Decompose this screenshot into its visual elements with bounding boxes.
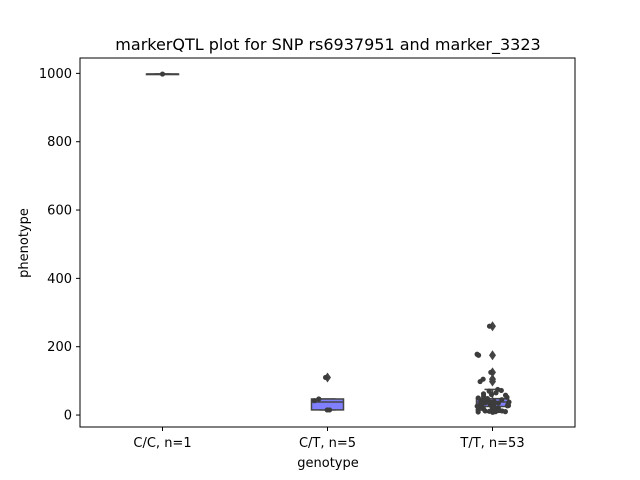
data-point bbox=[499, 397, 505, 403]
x-tick-label: C/C, n=1 bbox=[133, 436, 191, 451]
y-tick-label: 600 bbox=[47, 204, 72, 219]
y-axis-label: phenotype bbox=[17, 208, 32, 278]
data-point bbox=[159, 71, 166, 77]
y-tick-label: 400 bbox=[47, 272, 72, 287]
data-point bbox=[475, 395, 481, 401]
y-tick-label: 0 bbox=[64, 409, 72, 424]
y-tick-label: 200 bbox=[47, 340, 72, 355]
data-point bbox=[484, 396, 491, 402]
outlier-marker bbox=[489, 374, 496, 385]
data-point bbox=[491, 398, 497, 404]
data-point bbox=[506, 399, 512, 405]
data-point bbox=[311, 398, 318, 404]
y-tick-label: 1000 bbox=[39, 67, 72, 82]
chart-title: markerQTL plot for SNP rs6937951 and mar… bbox=[115, 35, 540, 55]
x-axis-label: genotype bbox=[297, 456, 358, 471]
x-tick-label: T/T, n=53 bbox=[459, 436, 524, 451]
data-point bbox=[495, 386, 501, 393]
x-tick-label: C/T, n=5 bbox=[299, 436, 356, 451]
data-point bbox=[480, 376, 486, 382]
data-point bbox=[499, 408, 505, 414]
data-point bbox=[486, 323, 493, 329]
plot-frame bbox=[79, 57, 576, 428]
data-point bbox=[495, 400, 501, 406]
data-point bbox=[316, 396, 322, 402]
data-point bbox=[322, 374, 329, 381]
data-point bbox=[488, 369, 494, 375]
data-point bbox=[486, 388, 492, 394]
y-tick-label: 800 bbox=[47, 135, 72, 150]
outlier-marker bbox=[489, 321, 496, 332]
data-point bbox=[502, 392, 509, 398]
data-point bbox=[326, 407, 333, 413]
outlier-marker bbox=[489, 350, 496, 361]
data-point bbox=[474, 351, 480, 357]
data-point bbox=[480, 391, 487, 397]
